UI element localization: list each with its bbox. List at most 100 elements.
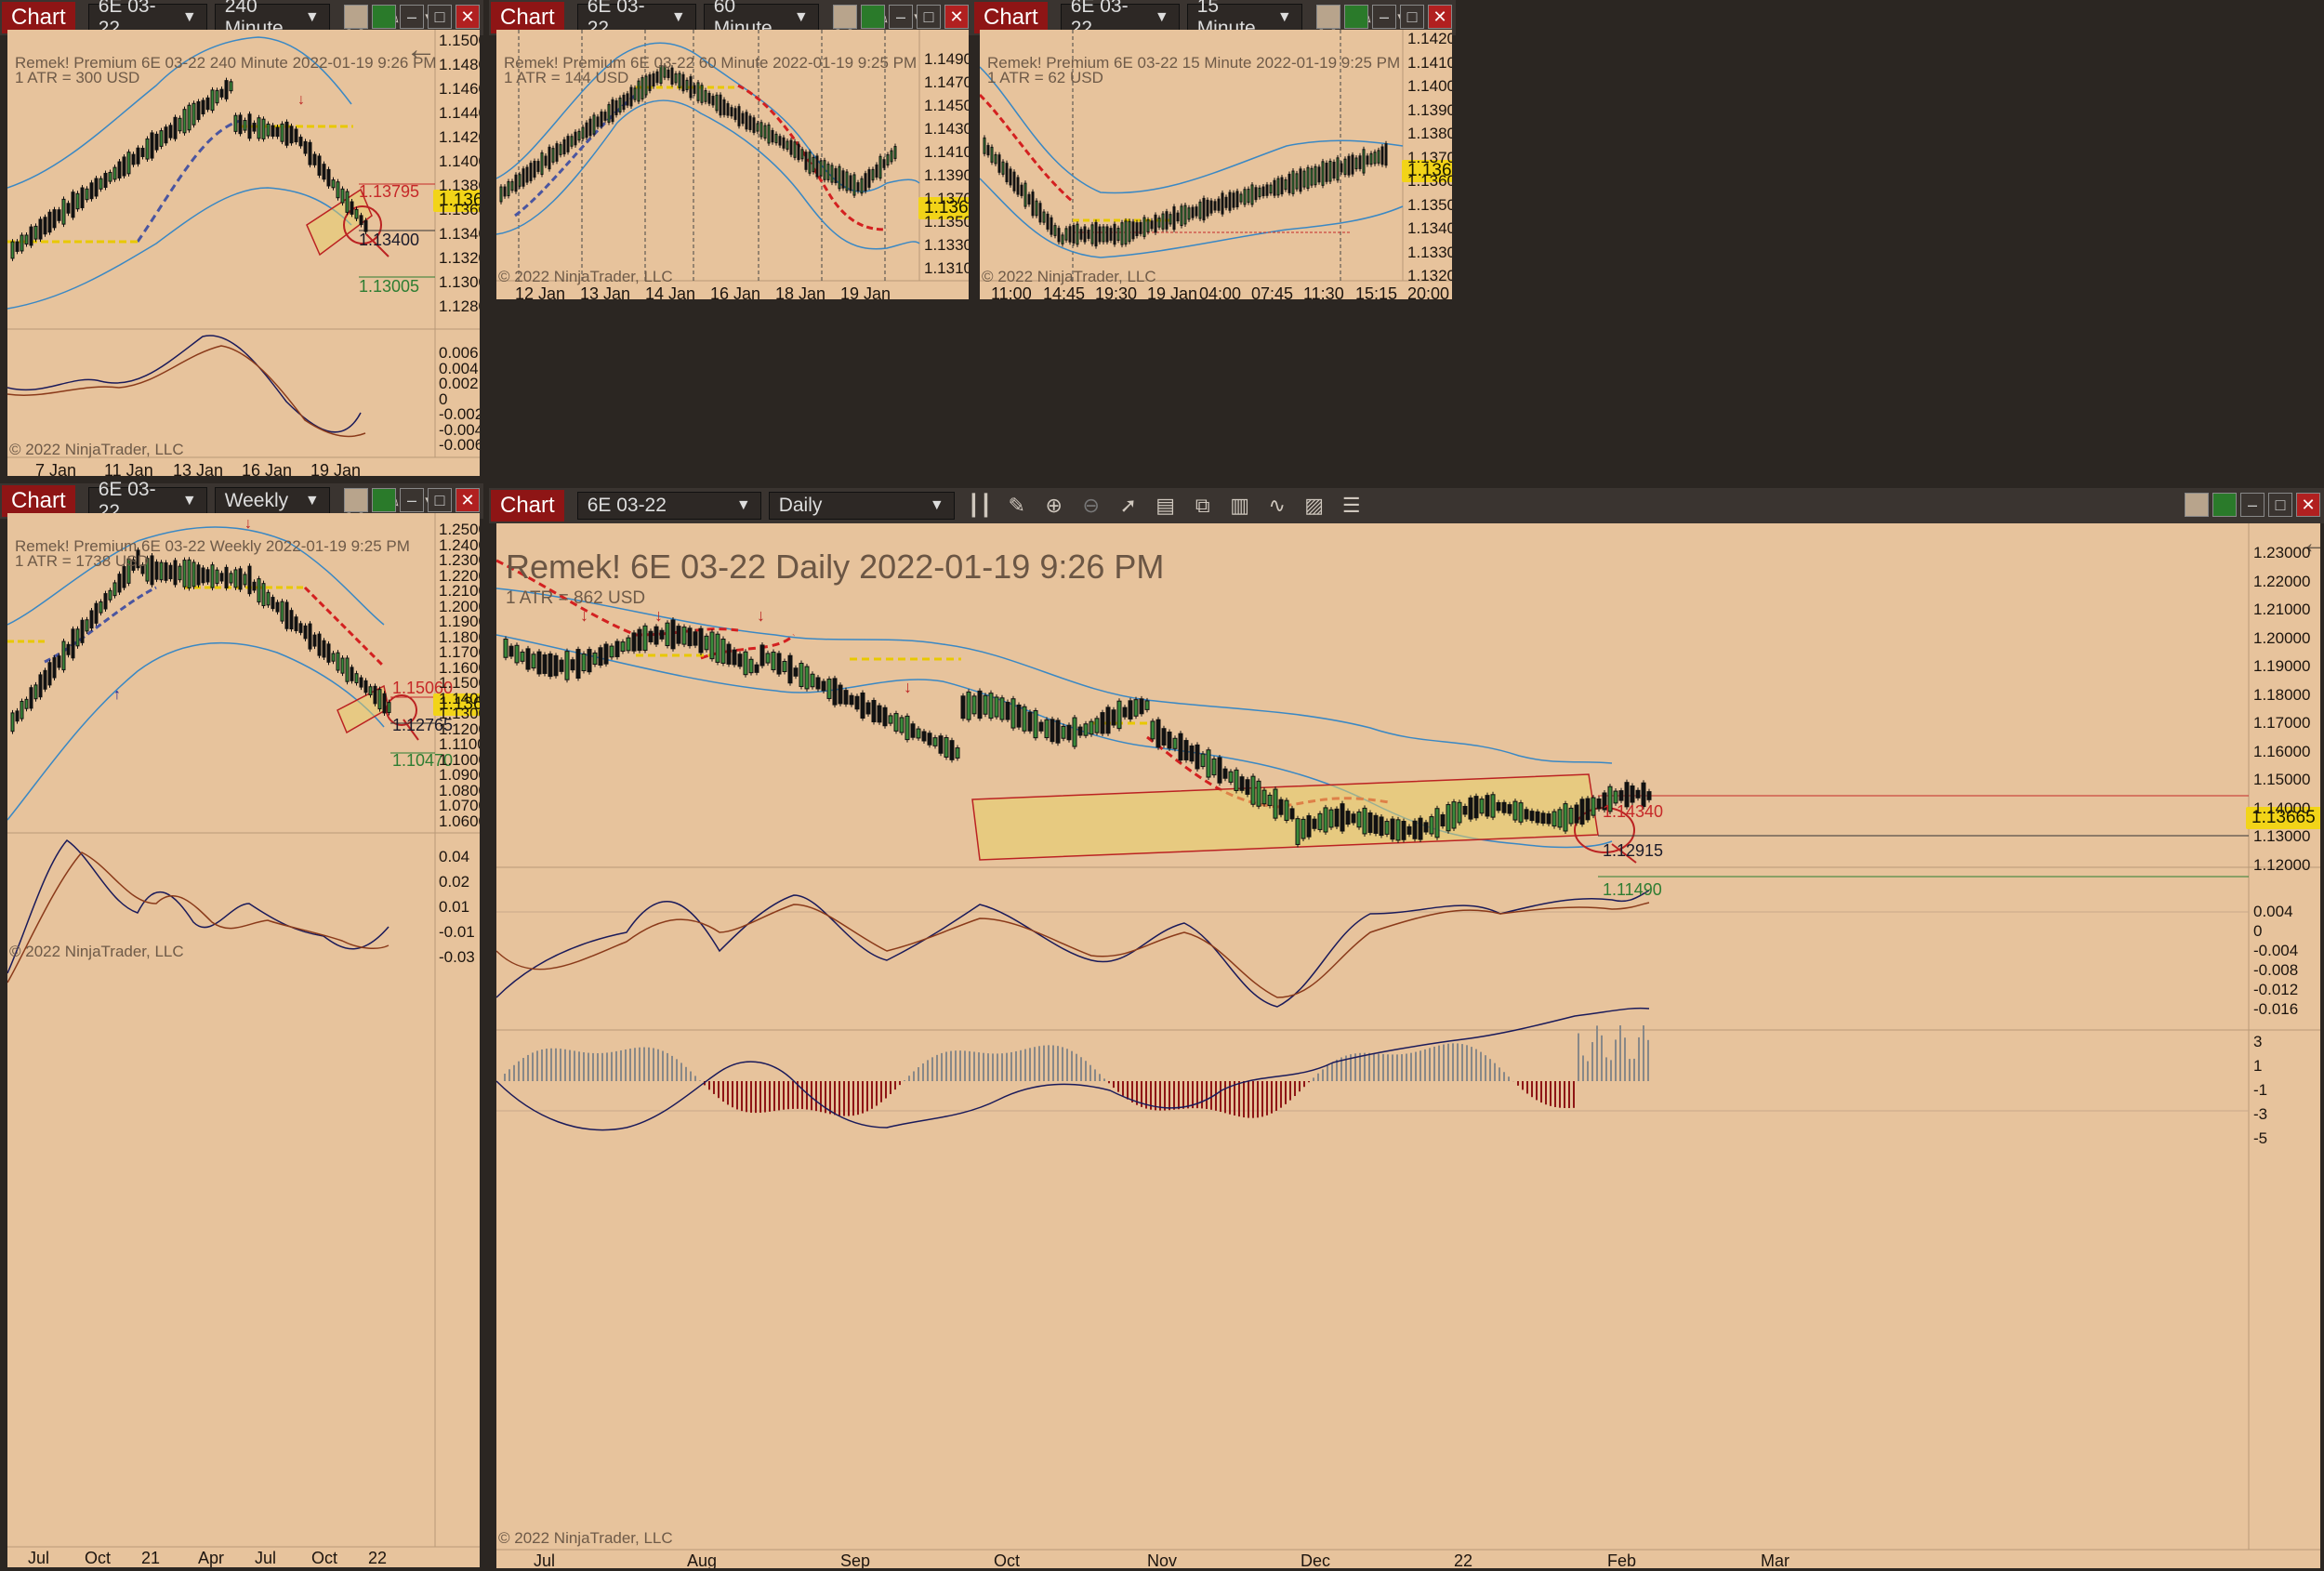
candle — [804, 152, 808, 170]
interval-selector[interactable]: 15 Minute ▼ — [1186, 0, 1302, 39]
histogram-bar — [783, 1081, 785, 1110]
candle — [999, 697, 1005, 720]
minimize-icon[interactable]: – — [400, 488, 424, 512]
interval-selector[interactable]: Weekly ▼ — [214, 487, 330, 515]
time-axis-label: Sep — [840, 1551, 871, 1568]
histogram-bar — [588, 1052, 589, 1081]
chart-window-240min[interactable]: Chart 6E 03-22▼ 240 Minute▼ ┃┃ ✎ ▼ – □ ✕ — [0, 0, 483, 479]
strategies-icon[interactable]: ∿ — [1268, 494, 1286, 517]
candle — [503, 638, 508, 658]
histogram-bar — [615, 1050, 617, 1081]
chart-menu-button[interactable]: Chart — [491, 2, 564, 33]
instrument-value: 6E 03-22 — [587, 495, 667, 516]
connection-status-icon[interactable] — [372, 5, 396, 29]
chart-trader-icon[interactable]: ⧉ — [1195, 494, 1210, 517]
minimize-icon[interactable]: – — [2240, 493, 2265, 517]
close-icon[interactable]: ✕ — [944, 5, 969, 29]
candle — [756, 123, 759, 132]
candle — [1334, 808, 1340, 827]
candle — [266, 591, 271, 606]
back-arrow-icon[interactable]: ← — [2300, 525, 2320, 561]
maximize-icon[interactable]: □ — [1400, 5, 1424, 29]
maximize-icon[interactable]: □ — [2268, 493, 2292, 517]
pointer-icon[interactable]: ➚ — [1119, 494, 1137, 517]
price-axis-label: 1.13800 — [1407, 125, 1452, 142]
minimize-icon[interactable]: – — [889, 5, 913, 29]
close-icon[interactable]: ✕ — [1428, 5, 1452, 29]
zoom-out-icon[interactable]: ⊖ — [1082, 494, 1100, 517]
interval-selector[interactable]: Daily ▼ — [768, 492, 955, 520]
link-color-icon[interactable] — [833, 5, 857, 29]
close-icon[interactable]: ✕ — [456, 488, 480, 512]
close-icon[interactable]: ✕ — [2296, 493, 2320, 517]
candle — [182, 560, 187, 587]
candle — [696, 82, 700, 101]
histogram-bar — [848, 1081, 850, 1116]
chart-menu-button[interactable]: Chart — [974, 2, 1048, 33]
candle — [955, 747, 960, 759]
candle — [1150, 720, 1155, 740]
maximize-icon[interactable]: □ — [917, 5, 941, 29]
window-buttons: – □ ✕ — [2185, 493, 2320, 517]
link-color-icon[interactable] — [2185, 493, 2209, 517]
histogram-bar — [1313, 1077, 1314, 1081]
candle — [1183, 740, 1189, 760]
instrument-selector[interactable]: 6E 03-22 ▼ — [87, 479, 207, 522]
data-box-icon[interactable]: ▤ — [1155, 494, 1176, 517]
chart-canvas[interactable]: ↓ ↓ ↓ ↓ Remek! 6E 03-22 Daily 2022-01-19… — [496, 523, 2320, 1568]
connection-status-icon[interactable] — [861, 5, 885, 29]
candle — [294, 128, 298, 143]
chart-window-15min[interactable]: Chart 6E 03-22▼ 15 Minute▼ ┃┃ ✎ ▼ – □ ✕ … — [972, 0, 1456, 302]
candle — [704, 90, 707, 102]
chart-menu-button[interactable]: Chart — [2, 485, 75, 517]
minimize-icon[interactable]: – — [1372, 5, 1396, 29]
candle — [1429, 816, 1434, 835]
histogram-bar — [722, 1081, 724, 1102]
minimize-icon[interactable]: – — [400, 5, 424, 29]
bar-style-icon[interactable]: ┃┃ — [967, 494, 993, 517]
close-icon[interactable]: ✕ — [456, 5, 480, 29]
chart-canvas[interactable]: ↑ ↓ Remek! Premium 6E 03-22 Weekly 2022-… — [7, 513, 480, 1567]
properties-icon[interactable]: ☰ — [1341, 494, 1361, 517]
templates-icon[interactable]: ▨ — [1304, 494, 1325, 517]
instrument-selector[interactable]: 6E 03-22 ▼ — [576, 492, 761, 520]
chart-title: Remek! Premium 6E 03-22 Weekly 2022-01-1… — [15, 537, 410, 555]
indicators-icon[interactable]: ▥ — [1230, 494, 1250, 517]
chart-window-daily[interactable]: Chart 6E 03-22 ▼ Daily ▼ ┃┃ ✎ ⊕ ⊖ ➚ ▤ ⧉ ▥ … — [489, 488, 2324, 1571]
interval-selector[interactable]: 60 Minute ▼ — [703, 0, 819, 39]
chart-window-60min[interactable]: Chart 6E 03-22▼ 60 Minute▼ ┃┃ ✎ ▼ – □ ✕ … — [489, 0, 972, 302]
candle — [531, 653, 536, 669]
candle — [187, 559, 191, 589]
zoom-in-icon[interactable]: ⊕ — [1045, 494, 1063, 517]
chart-canvas[interactable]: Remek! Premium 6E 03-22 15 Minute 2022-0… — [980, 30, 1452, 299]
connection-status-icon[interactable] — [372, 488, 396, 512]
connection-status-icon[interactable] — [2212, 493, 2237, 517]
instrument-selector[interactable]: 6E 03-22 ▼ — [576, 0, 696, 39]
back-arrow-icon[interactable]: ← — [405, 32, 437, 67]
instrument-selector[interactable]: 6E 03-22 ▼ — [1060, 0, 1180, 39]
chart-canvas[interactable]: Remek! Premium 6E 03-22 60 Minute 2022-0… — [496, 30, 969, 299]
candle — [126, 558, 131, 584]
chart-menu-button[interactable]: Chart — [491, 490, 564, 521]
histogram-bar — [1248, 1081, 1249, 1118]
chart-canvas[interactable]: ↓ Remek! Premium 6E 03-22 240 Minute 202… — [7, 30, 480, 476]
maximize-icon[interactable]: □ — [428, 5, 452, 29]
connection-status-icon[interactable] — [1344, 5, 1368, 29]
chart-window-weekly[interactable]: Chart 6E 03-22▼ Weekly▼ ┃┃ ✎ ▼ – □ ✕ — [0, 479, 483, 1571]
instrument-selector[interactable]: 6E 03-22 ▼ — [87, 0, 207, 39]
level-lower: 1.13005 — [359, 277, 420, 296]
histogram-bar — [1605, 1057, 1607, 1081]
maximize-icon[interactable]: □ — [428, 488, 452, 512]
price-axis-label: 1.12000 — [2253, 855, 2311, 874]
link-color-icon[interactable] — [1316, 5, 1340, 29]
candle — [1306, 166, 1310, 189]
chart-menu-button[interactable]: Chart — [2, 2, 75, 33]
interval-selector[interactable]: 240 Minute ▼ — [214, 0, 330, 39]
atr-label: 1 ATR = 144 USD — [504, 69, 629, 86]
link-color-icon[interactable] — [344, 488, 368, 512]
candle — [80, 187, 85, 208]
drawing-pencil-icon[interactable]: ✎ — [1008, 494, 1025, 517]
candle — [1529, 811, 1535, 822]
candle — [66, 643, 71, 655]
link-color-icon[interactable] — [344, 5, 368, 29]
